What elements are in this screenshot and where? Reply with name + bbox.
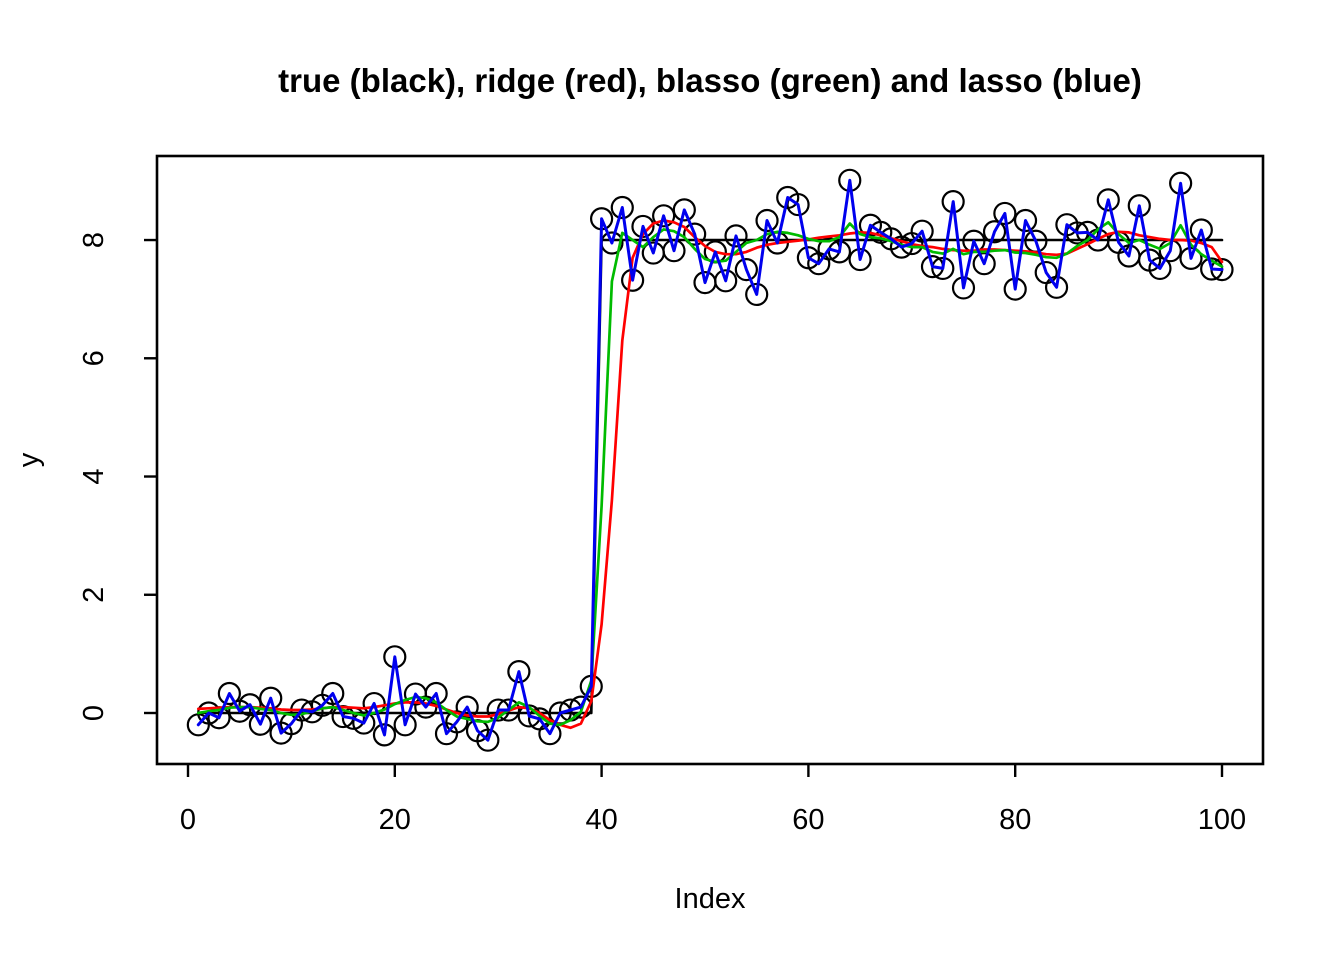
series-layer (186, 168, 1234, 752)
data-point (724, 224, 748, 248)
data-point (931, 256, 955, 281)
y-tick-label: 4 (78, 468, 110, 484)
data-point (217, 681, 241, 706)
plot-box (155, 154, 1265, 766)
x-tick-label: 0 (180, 804, 196, 836)
x-tick-label: 40 (585, 804, 617, 836)
y-tick-label: 8 (78, 232, 110, 248)
x-tick-label: 20 (379, 804, 411, 836)
data-point (321, 681, 345, 706)
data-point (476, 728, 500, 752)
y-axis-label: y (13, 452, 45, 467)
data-point (652, 204, 676, 228)
y-tick-label: 0 (78, 705, 110, 721)
data-point (1044, 275, 1069, 299)
data-point (714, 269, 738, 293)
data-point (1013, 208, 1038, 233)
lasso-curve (196, 178, 1224, 742)
data-point (238, 693, 262, 717)
data-point (1096, 188, 1120, 212)
data-point (683, 222, 707, 246)
true-step-line (197, 238, 1224, 715)
y-tick-label: 2 (78, 587, 110, 603)
data-point (507, 660, 531, 684)
ridge-curve (196, 219, 1224, 730)
data-point (672, 198, 696, 222)
axes: 0 20 40 60 80 100 0 2 4 6 8 (78, 232, 1246, 836)
data-point (734, 258, 758, 282)
blasso-curve (196, 220, 1224, 727)
data-point (1148, 256, 1172, 281)
data-point (982, 220, 1007, 244)
data-point (393, 713, 417, 737)
chart-title: true (black), ridge (red), blasso (green… (278, 62, 1142, 99)
x-axis-label: Index (675, 883, 746, 915)
x-tick-label: 60 (792, 804, 824, 836)
x-tick-label: 100 (1198, 804, 1246, 836)
y-tick-label: 6 (78, 350, 110, 366)
x-tick-label: 80 (999, 804, 1031, 836)
data-point (1127, 194, 1151, 218)
data-point (910, 219, 934, 243)
